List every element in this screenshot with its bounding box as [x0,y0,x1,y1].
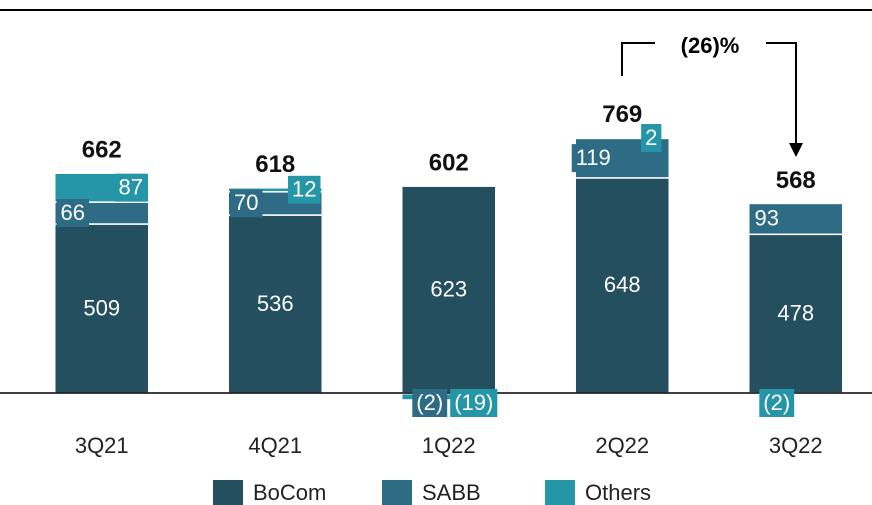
total-label: 662 [82,137,122,164]
legend-swatch [545,480,575,505]
x-tick-label: 4Q21 [248,433,302,458]
value-label: 87 [119,174,143,199]
x-tick-label: 2Q22 [595,433,649,458]
total-label: 568 [776,167,816,194]
legend-swatch [382,480,412,505]
legend-swatch [213,480,243,505]
value-label: 66 [61,200,85,225]
total-label: 769 [602,101,642,128]
bar-segment [227,187,323,193]
bracket-right [766,42,797,145]
value-label-box [750,204,783,233]
change-annotation [621,42,803,157]
legend-label: BoCom [253,480,326,505]
bar-segment [574,136,670,140]
x-tick-label: 3Q22 [769,433,823,458]
value-label-box [230,189,263,218]
value-label-box [114,173,147,202]
value-label: 509 [83,295,120,320]
value-label: 536 [257,291,294,316]
value-label: 623 [430,276,467,301]
legend-label: Others [585,480,651,505]
value-label-box [641,124,662,153]
x-tick-label: 3Q21 [75,433,129,458]
value-label-box [759,389,795,417]
value-label-box [56,199,89,228]
value-label: (2) [763,390,790,415]
value-label-box [450,389,498,417]
value-label: (2) [416,390,443,415]
total-label: 618 [255,151,295,178]
bracket-left [621,42,655,76]
value-label: 93 [755,206,779,231]
total-label: 602 [429,150,469,177]
value-label-box [412,389,448,417]
x-tick-label: 1Q22 [422,433,476,458]
value-label: 478 [777,300,814,325]
value-label: (19) [454,390,493,415]
value-label: 70 [234,190,258,215]
legend-label: SABB [422,480,481,505]
bar-segment [54,223,150,394]
value-label-box [288,175,321,204]
value-label: 648 [604,272,641,297]
arrow-head [789,143,803,157]
value-label: 12 [292,177,316,202]
value-label-box [571,144,615,173]
bar-segment [227,214,323,394]
value-label: 119 [576,145,611,170]
annotation: (26)% [681,33,740,58]
value-label: 2 [645,125,657,150]
